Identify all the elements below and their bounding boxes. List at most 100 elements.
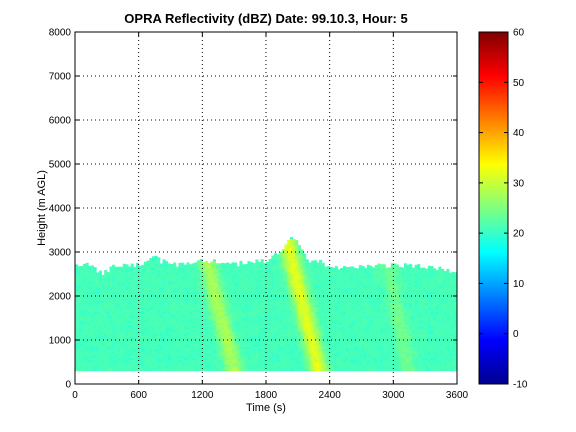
heatmap-cell (194, 318, 198, 321)
heatmap-cell (191, 271, 195, 275)
heatmap-cell (268, 344, 272, 347)
heatmap-cell (271, 333, 275, 336)
heatmap-cell (223, 307, 227, 310)
heatmap-cell (215, 353, 219, 356)
heatmap-cell (316, 357, 320, 361)
heatmap-cell (96, 333, 100, 336)
heatmap-cell (334, 337, 339, 341)
heatmap-cell (287, 280, 291, 284)
heatmap-cell (151, 278, 155, 281)
heatmap-cell (311, 276, 315, 279)
heatmap-cell (204, 357, 209, 361)
heatmap-cell (112, 340, 116, 343)
heatmap-cell (258, 274, 262, 277)
heatmap-cell (85, 324, 89, 328)
heatmap-cell (120, 342, 124, 345)
heatmap-cell (181, 262, 185, 264)
heatmap-cell (122, 331, 126, 334)
heatmap-cell (162, 296, 166, 299)
heatmap-cell (82, 351, 87, 354)
heatmap-cell (226, 359, 230, 363)
heatmap-cell (90, 337, 94, 341)
heatmap-cell (252, 276, 256, 279)
heatmap-cell (284, 265, 288, 268)
heatmap-cell (183, 276, 187, 279)
heatmap-cell (327, 285, 331, 288)
heatmap-cell (106, 280, 110, 284)
heatmap-cell (271, 329, 275, 332)
heatmap-cell (191, 364, 195, 367)
heatmap-cell (170, 311, 174, 314)
heatmap-cell (167, 357, 171, 361)
heatmap-cell (220, 282, 224, 286)
heatmap-cell (186, 355, 190, 358)
heatmap-cell (204, 263, 209, 266)
heatmap-cell (287, 318, 291, 321)
heatmap-cell (101, 331, 105, 334)
heatmap-cell (141, 267, 145, 270)
heatmap-cell (93, 267, 97, 268)
heatmap-cell (281, 278, 285, 281)
heatmap-cell (311, 263, 315, 266)
heatmap-cell (279, 311, 283, 314)
heatmap-cell (287, 258, 291, 262)
heatmap-cell (327, 309, 331, 312)
heatmap-cell (218, 313, 222, 317)
heatmap-cell (186, 291, 190, 295)
heatmap-cell (96, 357, 100, 361)
heatmap-cell (204, 324, 209, 328)
heatmap-cell (146, 289, 150, 292)
heatmap-cell (104, 280, 108, 284)
heatmap-cell (236, 364, 240, 367)
heatmap-cell (258, 357, 262, 361)
heatmap-cell (106, 348, 110, 352)
heatmap-cell (202, 353, 206, 356)
heatmap-cell (114, 266, 118, 268)
heatmap-cell (159, 329, 163, 332)
heatmap-cell (199, 326, 203, 330)
heatmap-cell (308, 329, 312, 332)
heatmap-cell (313, 289, 317, 292)
heatmap-cell (226, 318, 230, 321)
heatmap-cell (295, 318, 299, 321)
heatmap-cell (289, 265, 293, 268)
heatmap-cell (313, 304, 317, 308)
heatmap-cell (334, 335, 339, 339)
heatmap-cell (191, 362, 195, 365)
heatmap-cell (159, 353, 163, 356)
heatmap-cell (268, 348, 272, 352)
heatmap-cell (284, 353, 288, 356)
heatmap-cell (332, 342, 336, 345)
heatmap-cell (239, 280, 243, 284)
heatmap-cell (199, 302, 203, 306)
heatmap-cell (117, 353, 121, 356)
heatmap-cell (199, 278, 203, 281)
heatmap-cell (260, 340, 264, 343)
heatmap-cell (250, 304, 254, 308)
heatmap-cell (281, 302, 285, 306)
heatmap-cell (271, 326, 275, 330)
heatmap-cell (337, 357, 341, 361)
heatmap-cell (117, 320, 121, 323)
heatmap-cell (125, 359, 129, 363)
heatmap-cell (146, 282, 150, 286)
heatmap-cell (159, 263, 163, 266)
heatmap-cell (93, 313, 97, 317)
heatmap-cell (186, 364, 190, 367)
heatmap-cell (104, 335, 108, 339)
heatmap-cell (287, 342, 291, 345)
heatmap-cell (165, 307, 169, 310)
heatmap-cell (287, 291, 291, 295)
heatmap-cell (228, 355, 232, 358)
heatmap-cell (186, 366, 190, 369)
heatmap-cell (186, 353, 190, 356)
heatmap-cell (88, 320, 92, 323)
heatmap-cell (295, 263, 299, 266)
heatmap-cell (167, 274, 171, 277)
heatmap-cell (204, 322, 209, 325)
heatmap-cell (75, 351, 79, 354)
heatmap-cell (242, 326, 246, 330)
chart-title: OPRA Reflectivity (dBZ) Date: 99.10.3, H… (124, 11, 407, 26)
heatmap-cell (223, 355, 227, 358)
heatmap-cell (189, 289, 193, 292)
